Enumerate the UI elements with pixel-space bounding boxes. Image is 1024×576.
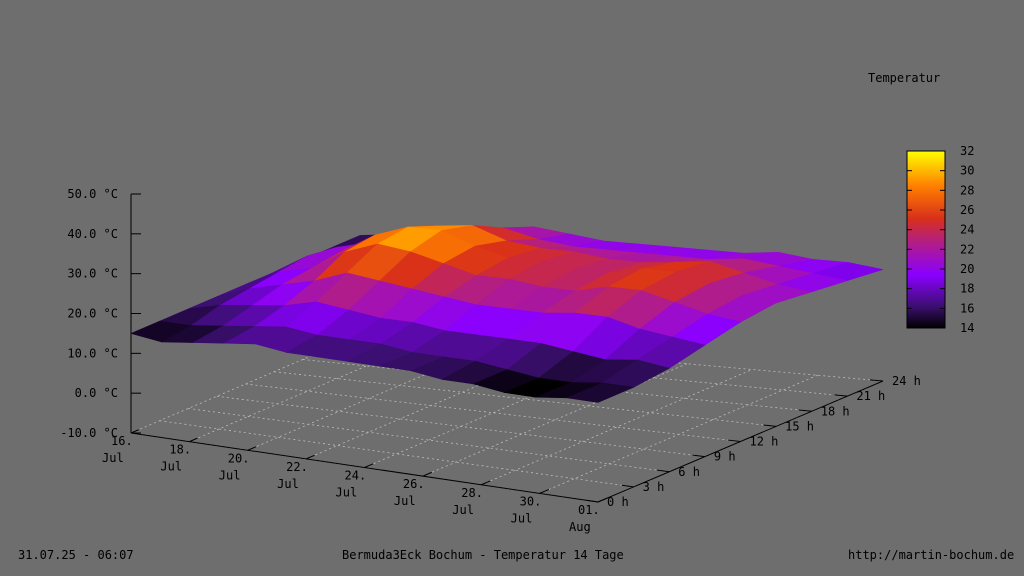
grid-line-day — [130, 334, 361, 434]
x-tick-label-month: Jul — [336, 486, 358, 500]
z-tick-label: -10.0 °C — [60, 426, 118, 440]
footer-timestamp: 31.07.25 - 06:07 — [18, 548, 134, 562]
z-tick-label: 20.0 °C — [67, 307, 118, 321]
colorbar-gradient — [906, 150, 946, 329]
y-tick-label: 18 h — [821, 404, 850, 418]
y-tick — [657, 469, 670, 473]
footer-url[interactable]: http://martin-bochum.de — [848, 548, 1015, 562]
x-tick — [247, 446, 257, 451]
y-tick — [834, 394, 848, 397]
x-tick-label-day: 24. — [345, 469, 367, 483]
x-tick-label-month: Jul — [394, 494, 416, 508]
x-tick — [422, 471, 432, 477]
grid-line-hour — [216, 395, 705, 458]
colorbar-tick-label: 28 — [960, 183, 974, 197]
x-tick-label-day: 26. — [403, 477, 425, 491]
y-tick-label: 21 h — [856, 389, 885, 403]
y-tick-label: 3 h — [643, 480, 665, 494]
colorbar-title: Temperatur — [868, 71, 940, 85]
axes: 50.0 °C 40.0 °C 30.0 °C 20.0 °C 10.0 °C 0.0 °… — [60, 187, 921, 534]
x-tick-label-month: Jul — [160, 460, 182, 474]
x-tick-label-month: Jul — [102, 451, 124, 465]
colorbar-tick-label: 18 — [960, 282, 974, 296]
grid-line-day — [481, 369, 753, 486]
y-tick — [763, 424, 777, 427]
z-tick-label: 30.0 °C — [67, 267, 118, 281]
y-tick — [586, 499, 599, 503]
x-tick — [130, 429, 139, 434]
temperature-surface — [130, 225, 884, 403]
grid-line-hour — [274, 371, 777, 427]
z-tick-label: 0.0 °C — [75, 386, 118, 400]
y-tick-label: 0 h — [607, 495, 629, 509]
x-tick — [364, 463, 374, 468]
y-tick-label: 15 h — [785, 419, 814, 433]
x-tick — [539, 488, 550, 494]
colorbar-tick-label: 14 — [960, 321, 974, 335]
colorbar-tick-label: 22 — [960, 242, 974, 256]
x-tick-label-day: 20. — [228, 451, 250, 465]
x-tick — [481, 480, 491, 486]
z-tick-label: 50.0 °C — [67, 187, 118, 201]
colorbar-tick-label: 32 — [960, 144, 974, 158]
z-tick-label: 40.0 °C — [67, 227, 118, 241]
x-tick — [189, 437, 198, 443]
y-tick — [728, 439, 741, 442]
y-tick-label: 9 h — [714, 450, 736, 464]
x-tick-label-day: 18. — [169, 443, 191, 457]
surface-patch — [565, 382, 635, 403]
x-tick-label-month: Jul — [452, 503, 474, 517]
y-tick — [621, 484, 634, 488]
colorbar: Temperatur 32 30 28 26 24 22 20 18 16 14 — [868, 71, 974, 335]
grid-line-hour — [188, 408, 670, 473]
footer-title: Bermuda3Eck Bochum - Temperatur 14 Tage — [342, 548, 624, 562]
colorbar-tick-label: 30 — [960, 164, 974, 178]
x-tick-label-month: Aug — [569, 520, 591, 534]
y-tick — [869, 379, 884, 382]
x-tick — [597, 497, 608, 503]
x-tick-label-day: 16. — [111, 434, 133, 448]
grid-line-day — [364, 357, 622, 468]
colorbar-tick-label: 26 — [960, 203, 974, 217]
y-tick-label: 6 h — [678, 465, 700, 479]
y-tick — [692, 454, 705, 458]
grid-line-hour — [245, 383, 741, 442]
colorbar-tick-label: 24 — [960, 223, 974, 237]
y-tick-label: 24 h — [892, 374, 921, 388]
y-tick — [798, 409, 812, 412]
x-tick-label-day: 30. — [520, 494, 542, 508]
x-tick-label-month: Jul — [511, 511, 533, 525]
x-tick-label-day: 22. — [286, 460, 308, 474]
x-tick-label-month: Jul — [219, 468, 241, 482]
z-tick-label: 10.0 °C — [67, 346, 118, 360]
y-tick-label: 12 h — [750, 435, 779, 449]
colorbar-tick-label: 16 — [960, 301, 974, 315]
x-tick — [305, 454, 315, 460]
x-tick-label-month: Jul — [277, 477, 299, 491]
x-tick-label-day: 28. — [461, 486, 483, 500]
colorbar-tick-label: 20 — [960, 262, 974, 276]
x-tick-label-day: 01. — [578, 503, 600, 517]
